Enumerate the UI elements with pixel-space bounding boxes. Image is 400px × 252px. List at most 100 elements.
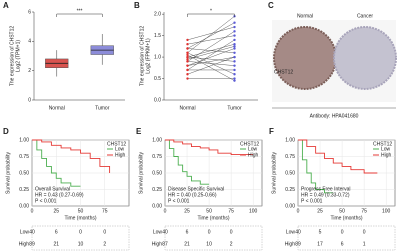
- survival-curve: [32, 139, 81, 187]
- antibody-label: Antibody: HPA041680: [310, 113, 359, 119]
- annotation: HR = 0.43 (0.27-0.69): [35, 192, 84, 198]
- point: [233, 60, 236, 63]
- point: [233, 68, 236, 72]
- legend-label: High: [248, 152, 259, 158]
- y-tick-label: 1.0: [154, 54, 161, 60]
- y-axis-label: The expression of CHST12: [9, 26, 15, 87]
- x-tick-label: 75: [228, 208, 234, 214]
- x-axis-label: Time (months): [330, 215, 362, 221]
- risk-row-label: High: [19, 241, 30, 247]
- legend-label: Low: [381, 146, 391, 152]
- y-axis-label: Survival probability: [138, 152, 144, 194]
- significance: *: [210, 8, 212, 14]
- y-tick-label: 0.25: [285, 187, 295, 193]
- point: [186, 60, 189, 63]
- y-tick-label: 0.25: [152, 187, 162, 193]
- x-tick-label: 75: [361, 208, 367, 214]
- risk-count: 5: [319, 229, 322, 235]
- panel-label: A: [3, 1, 9, 10]
- x-tick-label: 25: [184, 208, 190, 214]
- pair-line: [187, 56, 235, 75]
- legend-title: CHST12: [240, 141, 259, 147]
- y-tick-label: 0: [28, 97, 31, 103]
- x-tick-label: 75: [102, 208, 108, 214]
- panel-label: C: [268, 1, 274, 10]
- pair-line: [187, 26, 235, 41]
- x-tick-label: 25: [317, 208, 323, 214]
- annotation: Progress Free Interval: [301, 186, 350, 192]
- y-tick-label: 0.00: [19, 203, 29, 209]
- risk-count: 6: [341, 241, 344, 247]
- annotation: Disease Specific Survival: [168, 186, 224, 192]
- significance: ***: [77, 8, 83, 14]
- y-tick-label: 1.00: [19, 137, 29, 143]
- x-tick-label: 0: [164, 208, 167, 214]
- annotation: HR = 0.40 (0.25-0.66): [168, 192, 217, 198]
- annotation: P < 0.001: [301, 198, 323, 204]
- point: [186, 58, 189, 61]
- risk-count: 0: [208, 229, 211, 235]
- risk-table: [297, 225, 396, 251]
- survival-curve: [298, 139, 378, 174]
- annotation: P < 0.001: [168, 198, 190, 204]
- x-tick-label: 0: [31, 208, 34, 214]
- point: [233, 51, 236, 54]
- x-tick-label: 50: [78, 208, 84, 214]
- survival-curve: [165, 139, 210, 185]
- panel-label: F: [269, 127, 274, 136]
- y-tick-label: 2: [28, 68, 31, 74]
- y-tick-label: 1.00: [152, 137, 162, 143]
- point: [186, 51, 189, 54]
- pair-line: [187, 56, 235, 62]
- tissue-cancer: [334, 27, 396, 89]
- risk-count: 0: [363, 229, 366, 235]
- x-tick-label: Normal: [179, 105, 195, 111]
- point: [233, 77, 236, 80]
- risk-count: 21: [53, 241, 59, 247]
- legend-label: High: [115, 152, 126, 158]
- y-tick-label: 6: [28, 9, 31, 15]
- tissue-texture: [333, 26, 397, 90]
- point: [233, 30, 236, 33]
- image-title: Normal: [297, 13, 313, 19]
- x-tick-label: Normal: [49, 105, 65, 111]
- pair-line: [187, 35, 235, 45]
- y-tick-label: 0.50: [19, 170, 29, 176]
- risk-count: 0: [79, 229, 82, 235]
- risk-row-label: Low: [153, 229, 163, 235]
- point: [186, 64, 189, 67]
- pair-line: [187, 22, 235, 49]
- risk-row-label: Low: [286, 229, 296, 235]
- point: [186, 77, 189, 80]
- pair-line: [187, 39, 235, 71]
- point: [186, 55, 189, 59]
- x-tick-label: Tumor: [227, 105, 242, 111]
- point: [186, 53, 189, 57]
- x-tick-label: 50: [206, 208, 212, 214]
- risk-count: 6: [186, 229, 189, 235]
- risk-row-label: High: [285, 241, 296, 247]
- risk-count: 21: [184, 241, 190, 247]
- x-axis-label: Time (months): [197, 215, 229, 221]
- panel-label: D: [3, 127, 9, 136]
- risk-table: [164, 225, 263, 251]
- tissue-normal: [274, 27, 336, 89]
- y-tick-label: 0.00: [285, 203, 295, 209]
- y-axis-label: Survival probability: [271, 152, 277, 194]
- point: [233, 73, 236, 76]
- y-tick-label: 1.5: [154, 33, 161, 39]
- pair-line: [187, 54, 235, 81]
- risk-count: 0: [230, 229, 233, 235]
- y-tick-label: 0.75: [152, 154, 162, 160]
- point: [186, 38, 189, 42]
- risk-count: 10: [206, 241, 212, 247]
- risk-count: 0: [341, 229, 344, 235]
- pair-line: [187, 48, 235, 53]
- protein-label: CHST12: [274, 69, 293, 75]
- risk-count: 10: [78, 241, 84, 247]
- x-tick-label: 25: [53, 208, 59, 214]
- point: [233, 42, 236, 46]
- risk-count: 6: [55, 229, 58, 235]
- risk-row-label: Low: [20, 229, 30, 235]
